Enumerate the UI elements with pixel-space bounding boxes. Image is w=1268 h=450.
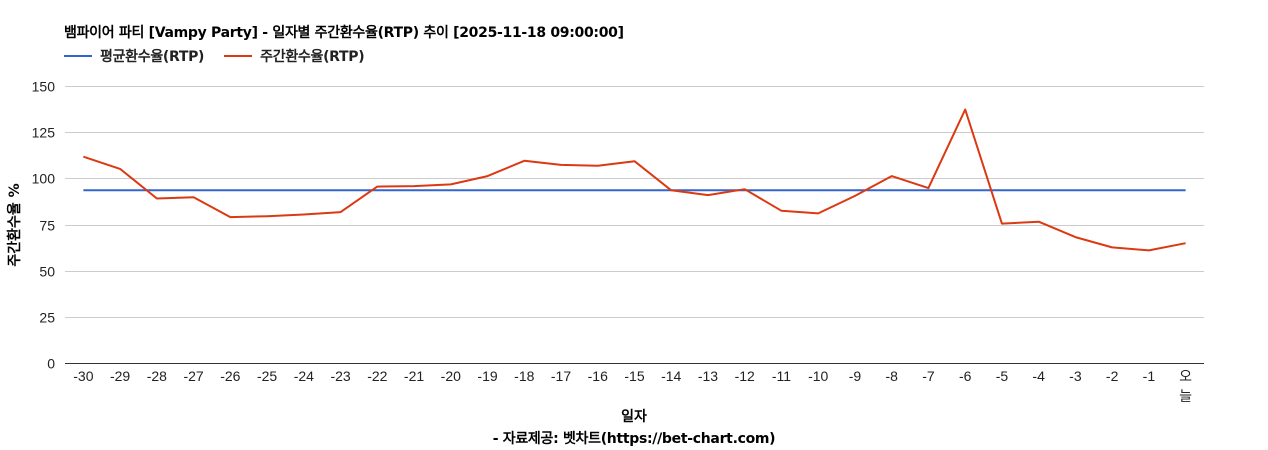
x-tick-label: -11 — [772, 368, 791, 384]
data-source-credit: - 자료제공: 벳차트(https://bet-chart.com) — [492, 431, 776, 447]
y-tick-label: 100 — [32, 171, 56, 187]
x-tick-label: -17 — [551, 368, 571, 384]
x-tick-label: -23 — [330, 368, 350, 384]
weekly-rtp-line[interactable] — [83, 108, 1186, 252]
legend-label-weekly: 주간환수율(RTP) — [260, 49, 365, 65]
x-tick-label: -20 — [441, 368, 461, 384]
x-tick-label: -9 — [849, 368, 862, 384]
y-axis-title: 주간환수율 % — [6, 183, 23, 266]
y-tick-label: 150 — [32, 79, 56, 95]
x-axis-title: 일자 — [621, 409, 647, 425]
legend-label-average: 평균환수율(RTP) — [100, 49, 205, 65]
x-tick-label: -14 — [661, 368, 681, 384]
legend-swatch-weekly — [224, 55, 253, 57]
x-tick-label: 오 — [1179, 368, 1192, 384]
x-tick-label: -28 — [147, 368, 167, 384]
x-tick-label: -4 — [1032, 368, 1045, 384]
legend-swatch-average — [64, 55, 92, 57]
x-axis-ticks: -30 -29 -28 -27 -26 -25 -24 -23 -22 -21 -20 -19 -18 -… — [73, 368, 1192, 404]
x-tick-label: -3 — [1069, 368, 1082, 384]
x-tick-label: -15 — [624, 368, 644, 384]
x-tick-label: -21 — [404, 368, 424, 384]
legend-item-average[interactable]: 평균환수율(RTP) — [64, 46, 204, 66]
x-tick-label: -27 — [183, 368, 203, 384]
x-tick-label: 늘 — [1179, 388, 1192, 404]
x-tick-label: -25 — [257, 368, 277, 384]
x-tick-label: -12 — [735, 368, 755, 384]
x-tick-label: -8 — [885, 368, 898, 384]
x-tick-label: -7 — [922, 368, 935, 384]
x-tick-label: -19 — [477, 368, 497, 384]
gridlines — [65, 86, 1204, 318]
y-axis-ticks: 0 25 50 75 100 125 150 — [32, 79, 56, 372]
x-tick-label: -1 — [1143, 368, 1156, 384]
y-tick-label: 75 — [39, 218, 55, 234]
x-tick-label: -26 — [220, 368, 240, 384]
x-tick-label: -10 — [808, 368, 828, 384]
y-tick-label: 125 — [32, 125, 56, 141]
x-tick-label: -22 — [367, 368, 387, 384]
series-lines — [83, 108, 1186, 252]
x-tick-label: -13 — [698, 368, 718, 384]
x-tick-label: -18 — [514, 368, 534, 384]
y-tick-label: 0 — [47, 356, 55, 372]
x-tick-label: -24 — [294, 368, 314, 384]
x-tick-label: -2 — [1106, 368, 1119, 384]
legend-item-weekly[interactable]: 주간환수율(RTP) — [224, 46, 365, 66]
y-tick-label: 25 — [39, 310, 55, 326]
y-tick-label: 50 — [39, 264, 55, 280]
x-tick-label: -6 — [959, 368, 972, 384]
x-tick-label: -5 — [996, 368, 1009, 384]
chart-legend: 평균환수율(RTP) 주간환수율(RTP) — [64, 46, 384, 66]
x-tick-label: -30 — [73, 368, 93, 384]
chart-title: 뱀파이어 파티 [Vampy Party] - 일자별 주간환수율(RTP) 추… — [64, 25, 624, 41]
x-tick-label: -16 — [588, 368, 608, 384]
x-tick-label: -29 — [110, 368, 130, 384]
